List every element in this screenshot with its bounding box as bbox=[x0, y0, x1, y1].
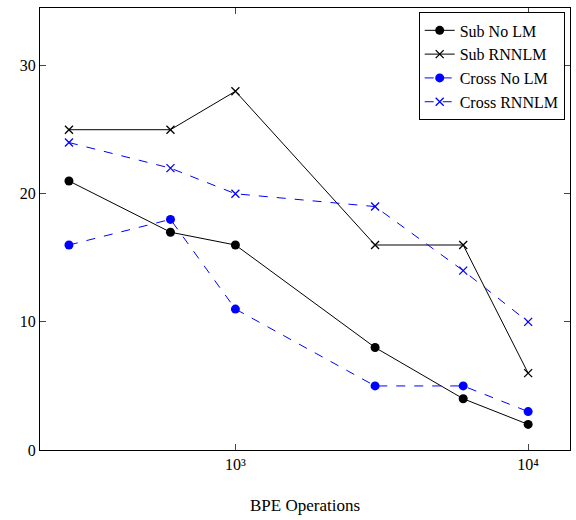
svg-text:10³: 10³ bbox=[225, 456, 246, 473]
svg-text:10⁴: 10⁴ bbox=[517, 456, 539, 473]
svg-text:20: 20 bbox=[20, 185, 36, 202]
svg-text:Cross RNNLM: Cross RNNLM bbox=[460, 94, 558, 111]
svg-text:0: 0 bbox=[28, 442, 36, 459]
svg-text:Sub No LM: Sub No LM bbox=[460, 23, 536, 40]
svg-text:30: 30 bbox=[20, 57, 36, 74]
svg-text:Cross No LM: Cross No LM bbox=[460, 70, 548, 87]
svg-text:BPE Operations: BPE Operations bbox=[250, 496, 360, 515]
svg-text:10: 10 bbox=[20, 313, 36, 330]
svg-text:Sub RNNLM: Sub RNNLM bbox=[460, 46, 547, 63]
